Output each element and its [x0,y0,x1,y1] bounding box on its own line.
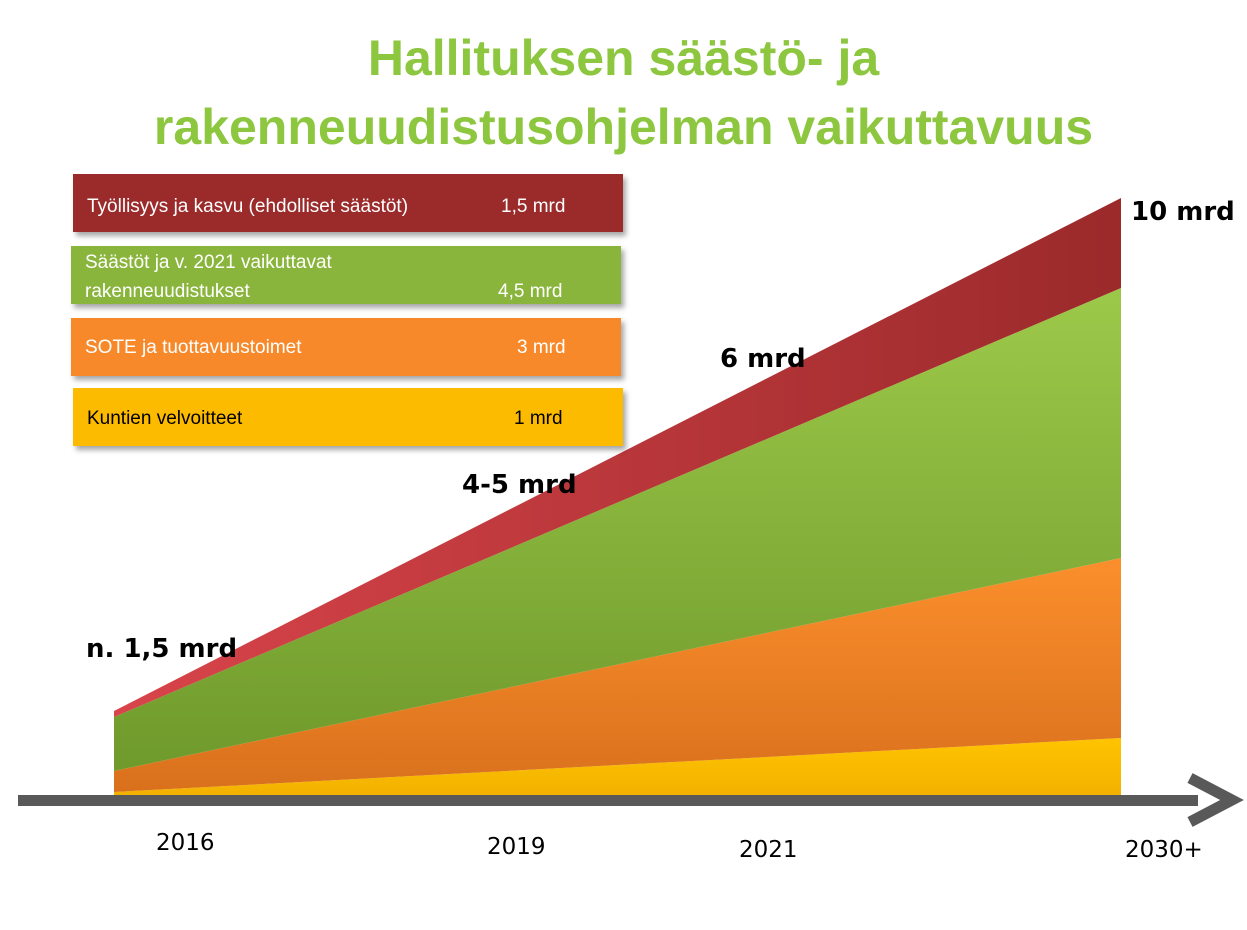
annotation-2021: 6 mrd [720,344,806,374]
legend-label: Kuntien velvoitteet [87,408,243,429]
chart-title-line2: rakenneuudistusohjelman vaikuttavuus [153,99,1094,155]
area-sote [114,558,1121,792]
x-tick-label: 2019 [487,834,546,860]
x-axis-arrow [18,773,1244,827]
chart-title-line1: Hallituksen säästö- ja [367,30,880,86]
legend-label-line1: Säästöt ja v. 2021 vaikuttavat [85,252,332,273]
x-tick-label: 2030+ [1125,837,1203,863]
legend-label: SOTE ja tuottavuustoimet [85,337,302,358]
legend-value: 1,5 mrd [501,196,566,217]
legend-item-municipal: Kuntien velvoitteet 1 mrd [73,388,623,446]
legend-value: 4,5 mrd [498,281,563,302]
area-saastot [114,288,1121,771]
legend-value: 1 mrd [514,408,563,429]
legend-item-employment: Työllisyys ja kasvu (ehdolliset säästöt)… [73,174,623,232]
annotation-2019: 4-5 mrd [462,470,577,500]
x-tick-label: 2021 [739,837,798,863]
area-kuntien-velvoitteet [114,738,1121,798]
legend-value: 3 mrd [517,337,566,358]
legend-label: Työllisyys ja kasvu (ehdolliset säästöt) [87,196,409,217]
annotation-2016: n. 1,5 mrd [86,634,238,664]
annotation-2030: 10 mrd [1131,197,1235,227]
x-tick-label: 2016 [156,830,215,856]
legend-item-savings: Säästöt ja v. 2021 vaikuttavat rakenneuu… [71,246,621,304]
area-tyollisyys [114,198,1121,717]
legend-label-line2: rakenneuudistukset [85,281,250,302]
legend-item-sote: SOTE ja tuottavuustoimet 3 mrd [71,318,621,376]
